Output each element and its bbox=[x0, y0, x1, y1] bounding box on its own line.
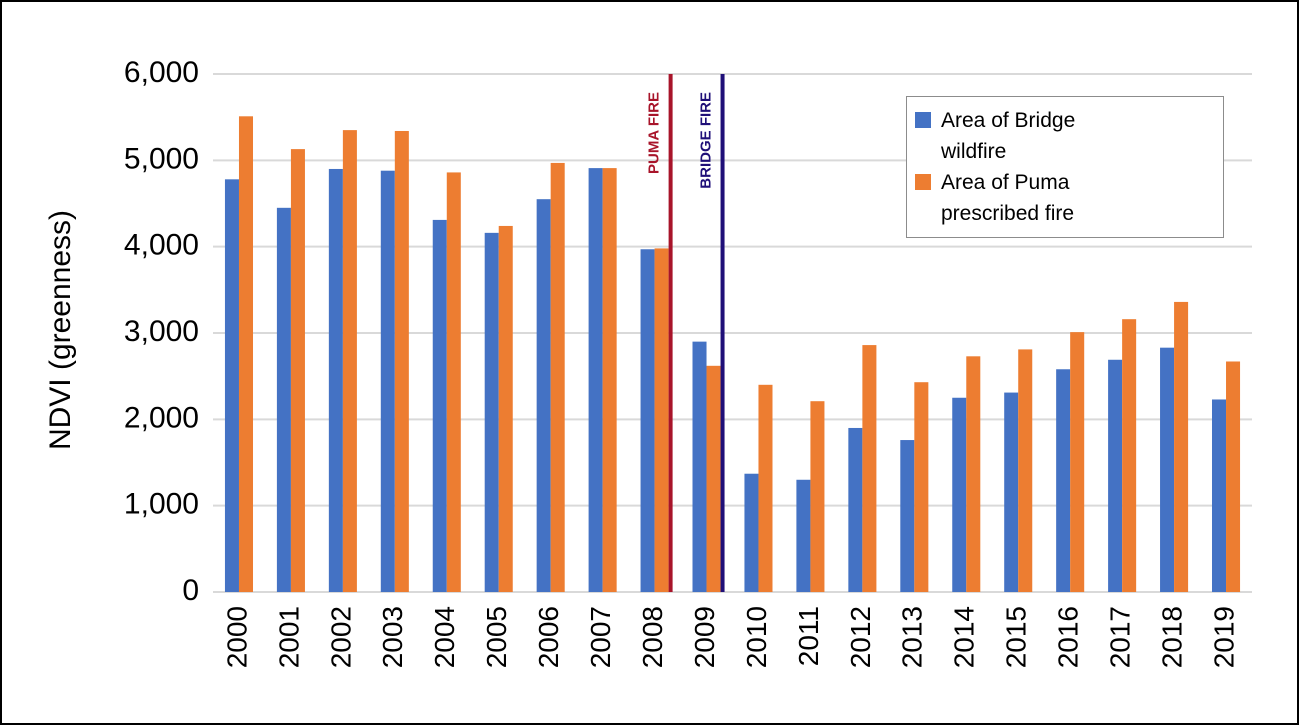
bar bbox=[1056, 369, 1071, 592]
y-tick-label: 5,000 bbox=[124, 142, 199, 175]
bar bbox=[1108, 359, 1123, 592]
bar bbox=[238, 116, 254, 592]
y-tick-label: 1,000 bbox=[124, 488, 199, 521]
legend-label: Area of Bridge wildfire bbox=[941, 109, 1076, 163]
legend-item: Area of Bridge wildfire bbox=[915, 105, 1215, 167]
bar bbox=[758, 384, 773, 592]
bar bbox=[692, 341, 707, 592]
bar bbox=[1070, 332, 1085, 592]
x-tick-label: 2005 bbox=[481, 606, 512, 668]
bar bbox=[380, 170, 395, 592]
x-tick-label: 2003 bbox=[377, 606, 408, 668]
bar bbox=[432, 219, 447, 593]
y-tick-label: 3,000 bbox=[124, 315, 199, 348]
x-tick-label: 2007 bbox=[585, 606, 616, 668]
bar bbox=[952, 397, 967, 592]
bar bbox=[796, 479, 811, 592]
bar bbox=[810, 401, 825, 592]
legend-item: Area of Puma prescribed fire bbox=[915, 167, 1215, 229]
legend: Area of Bridge wildfire Area of Puma pres… bbox=[906, 96, 1224, 238]
annotation-label: BRIDGE FIRE bbox=[698, 92, 715, 189]
bar bbox=[602, 168, 617, 592]
x-tick-label: 2002 bbox=[325, 606, 356, 668]
bar bbox=[914, 382, 929, 592]
y-tick-label: 2,000 bbox=[124, 401, 199, 434]
x-tick-label: 2015 bbox=[1001, 606, 1032, 668]
bar bbox=[706, 365, 721, 592]
bar bbox=[862, 345, 877, 592]
bar bbox=[484, 232, 499, 592]
bar bbox=[1226, 361, 1241, 592]
legend-swatch bbox=[915, 174, 931, 190]
y-tick-label: 0 bbox=[182, 574, 199, 607]
bar bbox=[744, 473, 759, 592]
bar bbox=[640, 249, 655, 593]
bar bbox=[536, 199, 551, 592]
x-tick-label: 2018 bbox=[1156, 606, 1187, 668]
x-tick-label: 2010 bbox=[741, 606, 772, 668]
x-tick-label: 2017 bbox=[1105, 606, 1136, 668]
bar bbox=[1160, 347, 1175, 592]
bar bbox=[848, 427, 863, 592]
legend-swatch bbox=[915, 112, 931, 128]
bar bbox=[588, 168, 603, 592]
y-tick-label: 4,000 bbox=[124, 229, 199, 262]
annotation-label: PUMA FIRE bbox=[646, 92, 663, 174]
bar bbox=[276, 207, 291, 593]
bar bbox=[550, 162, 565, 592]
legend-label: Area of Puma prescribed fire bbox=[941, 171, 1075, 225]
y-tick-label: 6,000 bbox=[124, 56, 199, 89]
bar bbox=[900, 440, 915, 592]
x-tick-label: 2013 bbox=[897, 606, 928, 668]
x-tick-label: 2001 bbox=[273, 606, 304, 668]
bar bbox=[290, 149, 305, 593]
x-tick-label: 2019 bbox=[1208, 606, 1239, 668]
x-tick-label: 2014 bbox=[949, 606, 980, 668]
bar bbox=[342, 130, 357, 592]
bar bbox=[1018, 349, 1033, 592]
x-tick-label: 2009 bbox=[689, 606, 720, 668]
x-tick-label: 2004 bbox=[429, 606, 460, 668]
bar bbox=[328, 168, 343, 592]
bar bbox=[966, 356, 981, 592]
x-tick-label: 2016 bbox=[1053, 606, 1084, 668]
x-tick-label: 2012 bbox=[845, 606, 876, 668]
bar bbox=[224, 179, 239, 592]
bar bbox=[446, 172, 461, 593]
bar bbox=[1004, 392, 1019, 592]
x-tick-label: 2000 bbox=[221, 606, 252, 668]
bar bbox=[654, 248, 669, 593]
bar bbox=[1174, 301, 1189, 592]
x-tick-label: 2008 bbox=[637, 606, 668, 668]
x-tick-label: 2011 bbox=[793, 606, 824, 666]
x-tick-label: 2006 bbox=[533, 606, 564, 668]
bar bbox=[394, 130, 409, 593]
bar bbox=[1122, 319, 1137, 592]
bar bbox=[1211, 399, 1227, 592]
y-axis-label: NDVI (greenness) bbox=[44, 210, 77, 450]
bar bbox=[498, 225, 513, 593]
